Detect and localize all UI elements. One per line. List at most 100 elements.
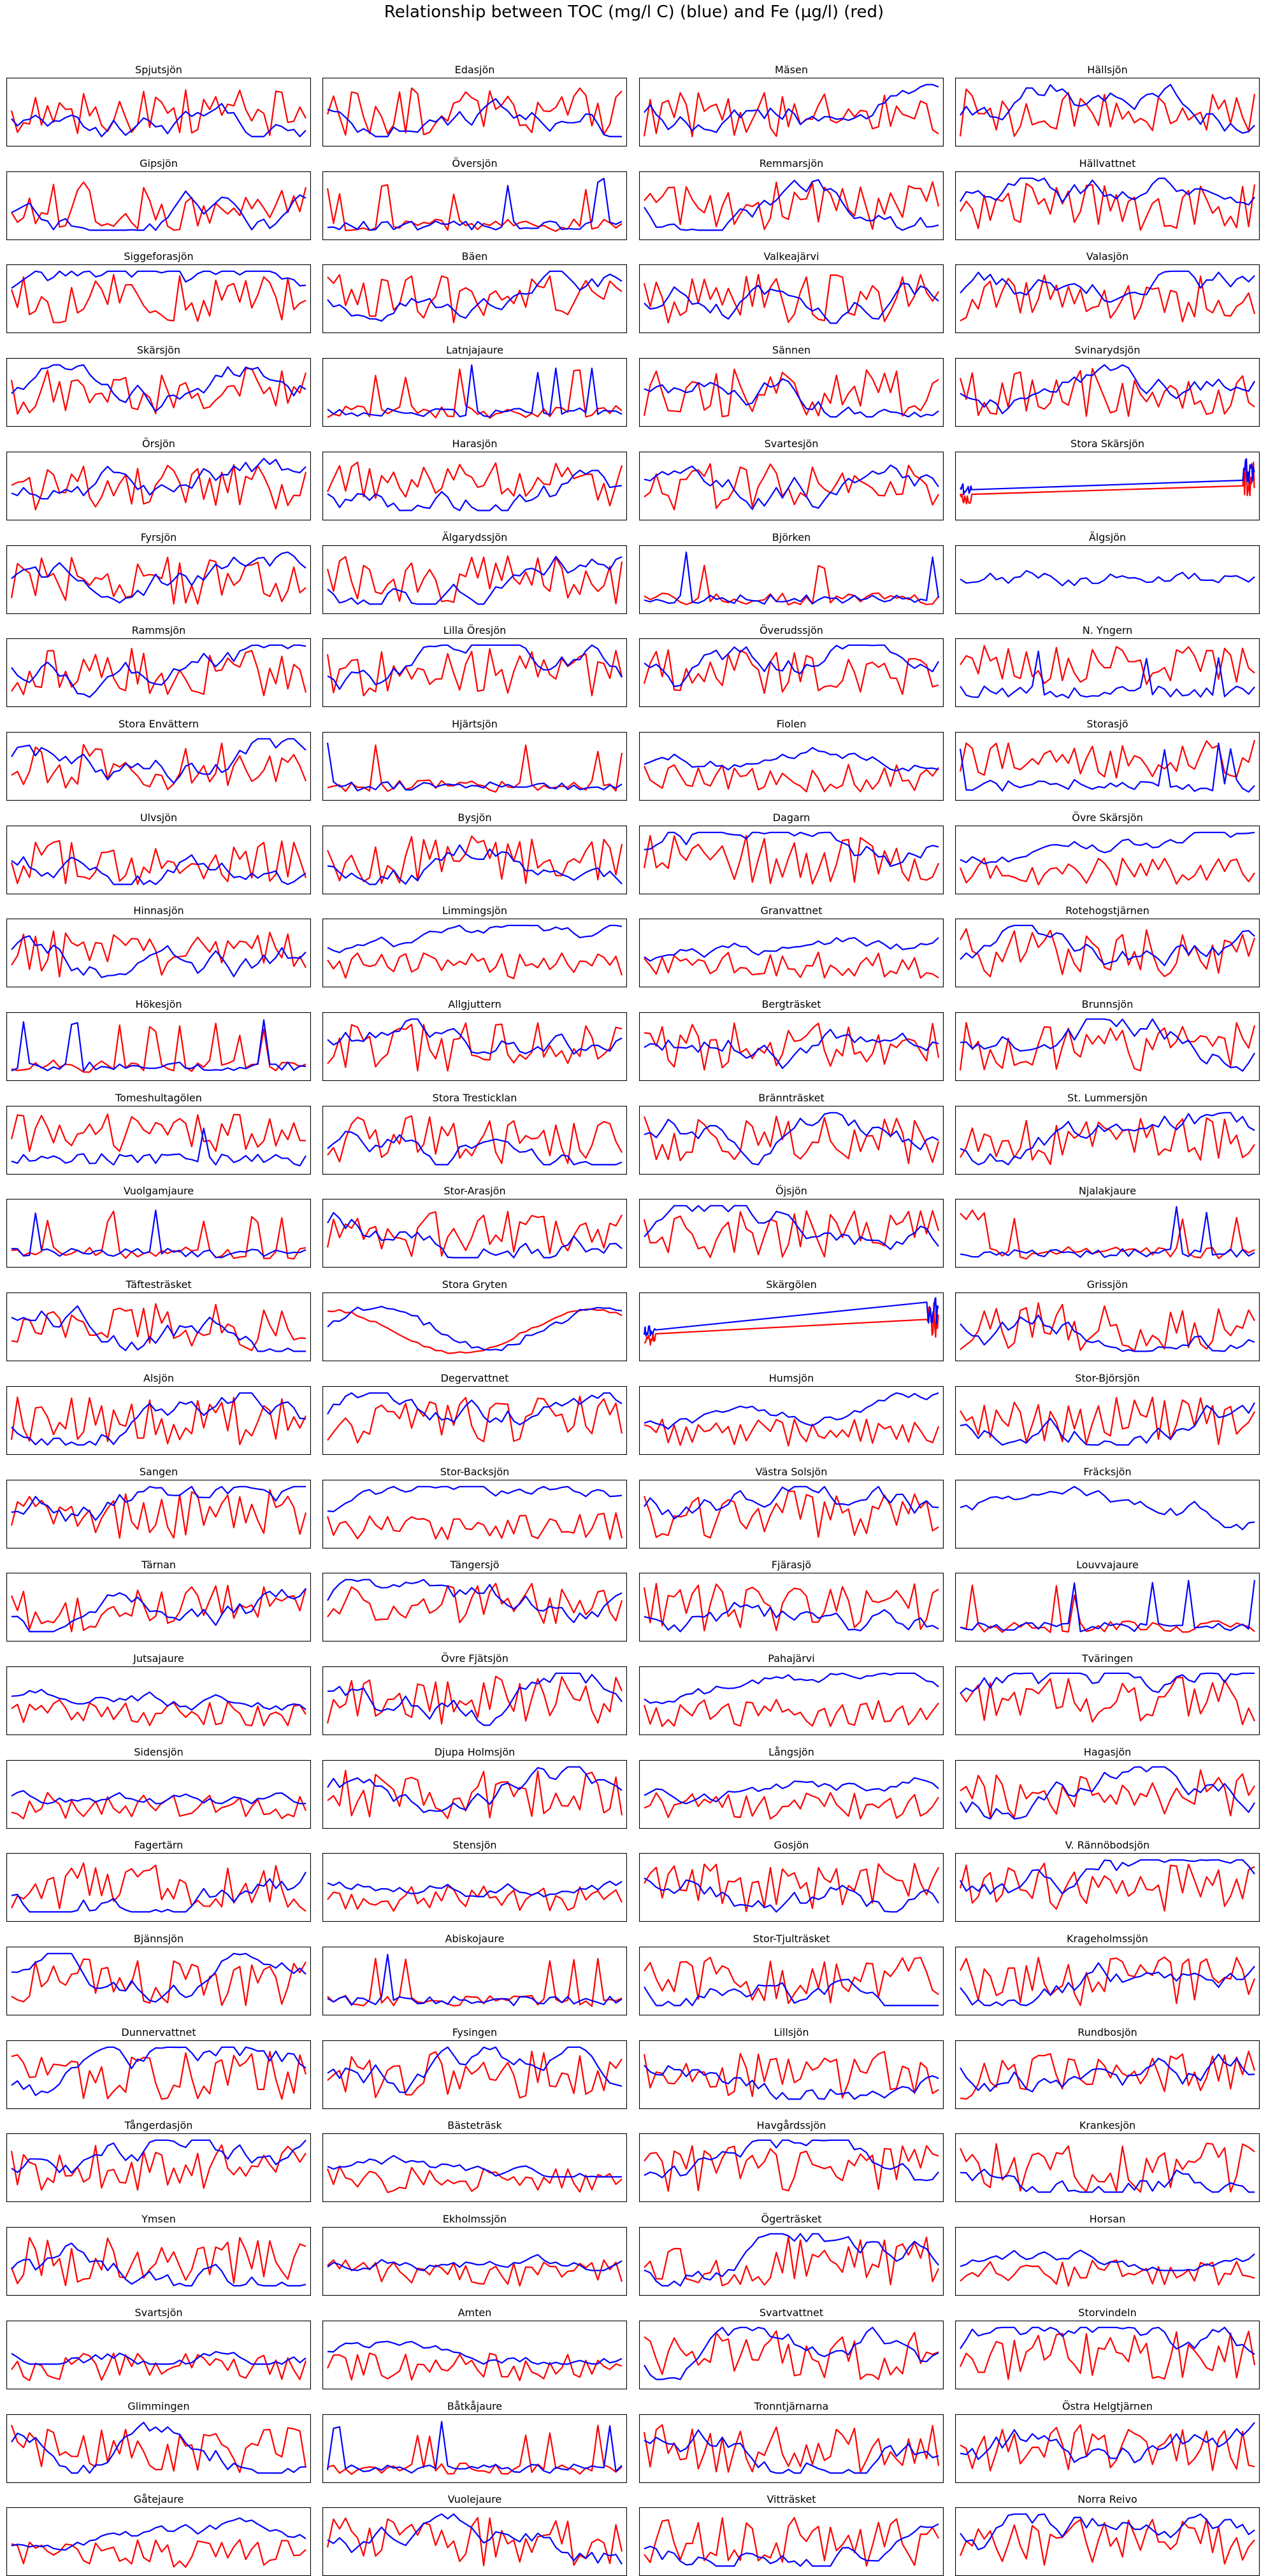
panel-plot — [639, 358, 944, 427]
fe-series-line — [959, 88, 1256, 137]
panel: Dunnervattnet — [6, 2026, 311, 2109]
toc-series-line — [326, 742, 623, 792]
panel-plot — [6, 919, 311, 988]
toc-series-line — [644, 83, 939, 133]
panel: Stora Envättern — [6, 718, 311, 801]
fe-series-line — [644, 2330, 939, 2380]
panel: Krankesjön — [955, 2119, 1260, 2203]
panel-plot — [955, 1385, 1260, 1455]
toc-series-line — [644, 2140, 939, 2182]
panel-plot — [639, 1573, 944, 1642]
panel: Storvindeln — [955, 2307, 1260, 2389]
panel: Dagarn — [639, 812, 944, 894]
toc-series-line — [327, 271, 623, 322]
panel-frame — [639, 1759, 944, 1829]
toc-series-line — [960, 2513, 1255, 2551]
panel-title: Stensjön — [452, 1839, 497, 1852]
panel-title: Granvattnet — [760, 905, 823, 917]
panel: Öjsjön — [639, 1185, 944, 1268]
fe-series-line — [959, 2330, 1256, 2380]
panel-frame — [322, 2507, 627, 2576]
panel-title: Ögerträsket — [761, 2213, 822, 2226]
panel: Hinnasjön — [6, 905, 311, 988]
panel-plot — [6, 731, 311, 801]
panel: Lillsjön — [639, 2026, 944, 2109]
panel: Sännen — [639, 344, 944, 427]
panel-plot — [955, 825, 1260, 894]
panel-title: Tärnan — [141, 1559, 177, 1571]
figure-title: Relationship between TOC (mg/l C) (blue)… — [384, 3, 884, 22]
panel: Spjutsjön — [6, 64, 311, 147]
panel-plot — [955, 2320, 1260, 2389]
panel-frame — [322, 1573, 627, 1642]
panel-title: Louvvajaure — [1076, 1559, 1139, 1571]
panel-frame — [6, 731, 311, 801]
panel-title: Svartsjön — [134, 2306, 183, 2319]
fe-series-line — [326, 1675, 623, 1725]
panel-frame — [6, 1759, 311, 1829]
panel: Stora Skärsjön — [955, 438, 1260, 520]
toc-series-line — [11, 1871, 306, 1913]
panel-plot — [955, 1105, 1260, 1175]
panel-plot — [6, 171, 311, 240]
toc-series-line — [327, 1880, 623, 1898]
toc-series-line — [960, 1672, 1255, 1694]
panel-plot — [955, 1012, 1260, 1081]
panel: Älgarydssjön — [322, 531, 627, 614]
panel-title: Edasjön — [454, 64, 495, 76]
panel-title: Horsan — [1089, 2213, 1126, 2226]
fe-series-line — [11, 1791, 307, 1819]
panel-plot — [6, 1012, 311, 1081]
panel: Granvattnet — [639, 905, 944, 988]
panel-title: Latnjajaure — [446, 344, 503, 357]
toc-series-line — [327, 1392, 623, 1426]
fe-series-line — [643, 274, 939, 324]
toc-series-line — [644, 2523, 939, 2567]
panel: Tronntjärnarna — [639, 2400, 944, 2483]
panel-title: Krankesjön — [1079, 2119, 1136, 2132]
toc-series-line — [644, 2326, 939, 2380]
fe-series-line — [643, 1698, 939, 1728]
toc-series-line — [11, 2046, 306, 2096]
fe-series-line — [960, 2424, 1255, 2472]
panel-plot — [322, 919, 627, 988]
toc-series-line — [960, 569, 1255, 586]
panel-plot — [322, 1666, 627, 1735]
panel-title: Stor-Björsjön — [1075, 1371, 1140, 1384]
panel: Hagasjön — [955, 1746, 1260, 1829]
fe-series-line — [327, 744, 623, 793]
fe-series-line — [643, 1115, 940, 1164]
panel: Njalakjaure — [955, 1185, 1260, 1268]
toc-series-line — [644, 2233, 939, 2287]
panel-plot — [6, 1292, 311, 1362]
fe-series-line — [327, 2050, 623, 2099]
panel-title: Fagertärn — [134, 1839, 184, 1852]
panel-frame — [639, 638, 944, 708]
panel-plot — [322, 1853, 627, 1922]
toc-series-line — [11, 103, 306, 138]
toc-series-line — [644, 2064, 939, 2100]
panel-plot — [955, 2133, 1260, 2203]
panel: Pahajärvi — [639, 1652, 944, 1735]
fe-series-line — [644, 1863, 939, 1913]
panel-title: Rotehogstjärnen — [1065, 905, 1149, 917]
panel-plot — [955, 1759, 1260, 1829]
toc-series-line — [327, 2513, 623, 2565]
panel-title: Dagarn — [772, 811, 811, 824]
panel-plot — [639, 1479, 944, 1549]
panel-title: Ekholmssjön — [442, 2213, 507, 2226]
fe-series-line — [327, 1308, 623, 1354]
panel-plot — [955, 2507, 1260, 2576]
panel-title: Fjärasjö — [771, 1559, 812, 1571]
panel: Harasjön — [322, 438, 627, 520]
panel-title: Glimmingen — [127, 2400, 190, 2412]
fe-series-line — [327, 2259, 623, 2287]
toc-series-line — [644, 831, 939, 867]
panel-title: Stora Skärsjön — [1070, 437, 1144, 450]
fe-series-line — [644, 1022, 940, 1071]
panel-title: Öjsjön — [775, 1185, 807, 1198]
panel-title: Skärgölen — [766, 1278, 817, 1291]
panel: Storasjö — [955, 718, 1260, 801]
panel-plot — [639, 2040, 944, 2109]
toc-series-line — [11, 1210, 306, 1259]
